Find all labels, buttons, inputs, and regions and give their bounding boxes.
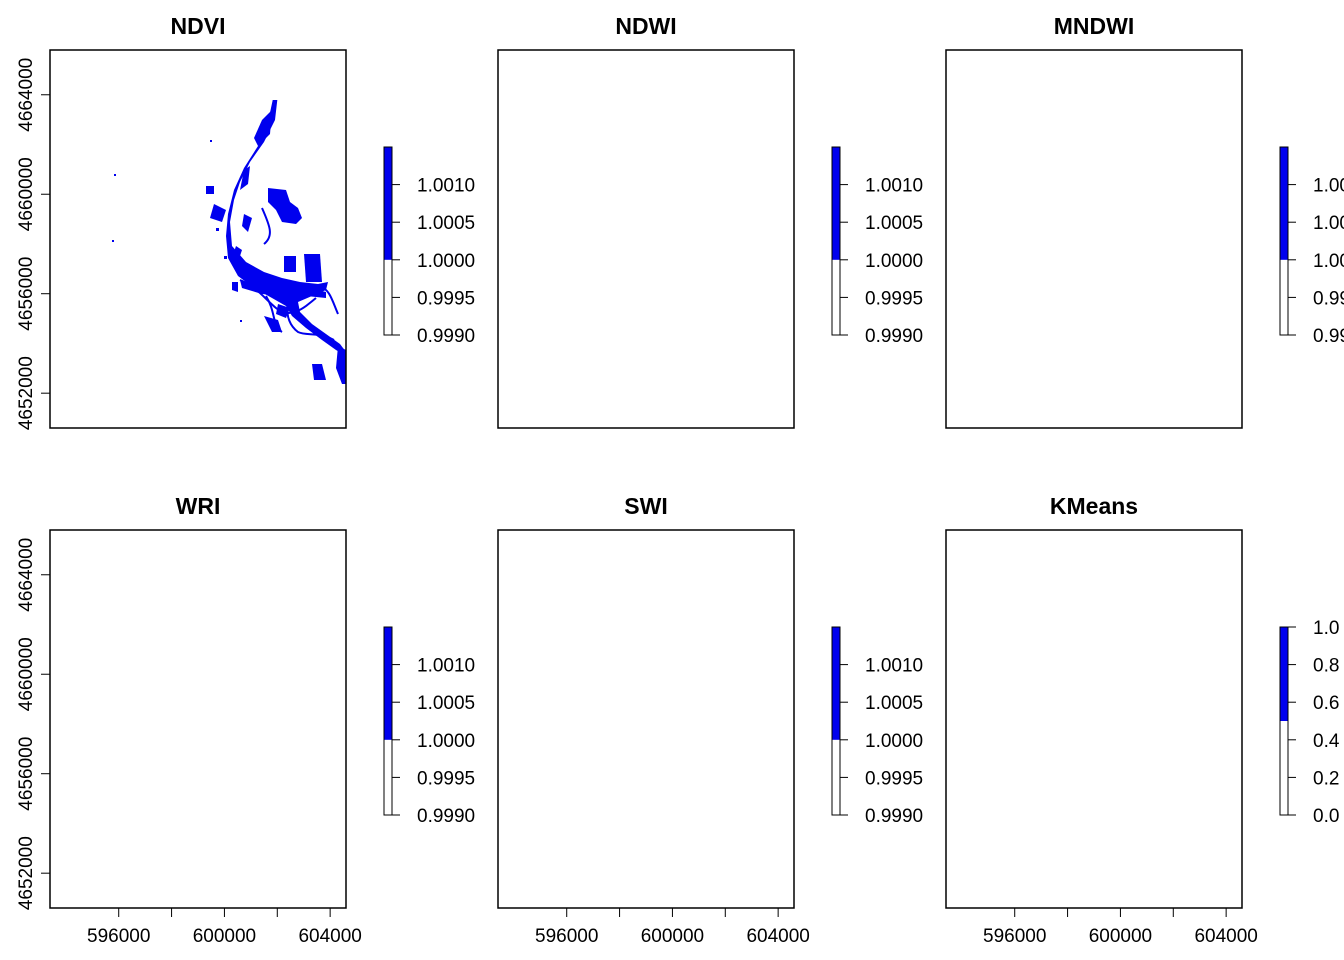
- colorbar-tick-label: 0.4: [1313, 731, 1340, 752]
- panel-frame: [497, 49, 795, 429]
- colorbar-tick-label: 1.0000: [865, 251, 923, 272]
- axes: 4652000 4656000 4660000 4664000: [16, 58, 51, 430]
- water-mask: [70, 574, 346, 864]
- cluster-mask: [950, 574, 1242, 864]
- panel-frame: [945, 529, 1243, 909]
- colorbar-tick-label: 0.9995: [417, 288, 475, 309]
- colorbar-tick-label: 1.0: [1313, 618, 1339, 639]
- colorbar-legend: 0.0 0.2 0.4 0.6 0.8 1.0: [1279, 618, 1340, 827]
- colorbar-fill: [832, 627, 840, 740]
- x-tick-label: 604000: [746, 926, 809, 947]
- colorbar-tick-label: 0.99: [1313, 288, 1344, 309]
- panel-wri: WRI: [16, 493, 475, 947]
- colorbar-tick-label: 1.0010: [417, 656, 475, 677]
- colorbar-tick-label: 1.00: [1313, 213, 1344, 234]
- y-tick-label: 4660000: [16, 637, 37, 711]
- x-tick-label: 596000: [87, 926, 150, 947]
- y-tick-label: 4664000: [16, 58, 37, 132]
- colorbar-fill: [384, 627, 392, 740]
- colorbar-tick-label: 0.9990: [865, 326, 923, 347]
- water-mask: [962, 94, 1242, 384]
- panel-swi: SWI: [497, 493, 923, 947]
- panel-kmeans: KMeans: [945, 493, 1340, 947]
- x-tick-label: 596000: [983, 926, 1046, 947]
- colorbar-tick-label: 1.0000: [417, 731, 475, 752]
- water-mask: [560, 94, 794, 384]
- colorbar-tick-label: 1.0005: [417, 693, 475, 714]
- colorbar-fill: [832, 147, 840, 260]
- colorbar-tick-label: 1.0000: [865, 731, 923, 752]
- panel-ndwi: NDWI: [497, 13, 923, 429]
- colorbar-tick-label: 0.9995: [865, 288, 923, 309]
- panel-title: SWI: [624, 493, 667, 519]
- colorbar-tick-label: 0.9995: [865, 768, 923, 789]
- colorbar-frame: [831, 626, 841, 816]
- colorbar-fill: [1280, 627, 1288, 721]
- colorbar-tick-label: 1.0005: [865, 213, 923, 234]
- panel-mndwi: MNDWI: [945, 13, 1344, 429]
- colorbar-tick-label: 0.8: [1313, 656, 1339, 677]
- x-tick-label: 600000: [1089, 926, 1152, 947]
- y-tick-label: 4656000: [16, 737, 37, 811]
- colorbar-tick-label: 0.2: [1313, 768, 1339, 789]
- colorbar-tick-label: 1.0000: [417, 251, 475, 272]
- y-tick-label: 4652000: [16, 836, 37, 910]
- colorbar-tick-label: 0.9990: [417, 326, 475, 347]
- x-tick-label: 600000: [641, 926, 704, 947]
- colorbar-tick-label: 0.0: [1313, 806, 1339, 827]
- colorbar-legend: 0.9990 0.9995 1.0000 1.0005 1.0010: [831, 626, 923, 827]
- panel-ndvi: NDVI: [16, 13, 475, 430]
- x-tick-label: 596000: [535, 926, 598, 947]
- colorbar-legend: 0.99 0.99 1.00 1.00 1.00: [1279, 146, 1344, 347]
- colorbar-legend: 0.9990 0.9995 1.0000 1.0005 1.0010: [383, 146, 475, 347]
- y-tick-label: 4652000: [16, 356, 37, 430]
- axes: 596000 600000 604000: [983, 907, 1258, 947]
- colorbar-fill: [384, 147, 392, 260]
- panel-title: NDWI: [615, 13, 676, 39]
- axes: 596000 600000 604000: [535, 907, 810, 947]
- colorbar-frame: [1279, 626, 1289, 816]
- panel-frame: [497, 529, 795, 909]
- colorbar-tick-label: 0.9990: [417, 806, 475, 827]
- panel-title: MNDWI: [1054, 13, 1134, 39]
- colorbar-tick-label: 1.00: [1313, 176, 1344, 197]
- panel-frame: [49, 529, 347, 909]
- y-tick-label: 4656000: [16, 257, 37, 331]
- colorbar-legend: 0.9990 0.9995 1.0000 1.0005 1.0010: [831, 146, 923, 347]
- panel-frame: [945, 49, 1243, 429]
- water-mask: [516, 574, 794, 864]
- water-mask: [112, 100, 346, 384]
- colorbar-frame: [383, 626, 393, 816]
- colorbar-tick-label: 1.0005: [417, 213, 475, 234]
- y-tick-label: 4660000: [16, 157, 37, 231]
- colorbar-tick-label: 1.0010: [865, 656, 923, 677]
- axes: 596000 600000 604000 4652000 4656000 4660000 4…: [16, 538, 362, 947]
- colorbar-tick-label: 1.0010: [417, 176, 475, 197]
- colorbar-tick-label: 0.9990: [865, 806, 923, 827]
- colorbar-frame: [1279, 146, 1289, 336]
- colorbar-tick-label: 0.9995: [417, 768, 475, 789]
- colorbar-tick-label: 0.6: [1313, 693, 1339, 714]
- colorbar-tick-label: 1.0010: [865, 176, 923, 197]
- y-tick-label: 4664000: [16, 538, 37, 612]
- colorbar-tick-label: 0.99: [1313, 326, 1344, 347]
- colorbar-frame: [831, 146, 841, 336]
- colorbar-tick-label: 1.0005: [865, 693, 923, 714]
- colorbar-fill: [1280, 147, 1288, 260]
- x-tick-label: 600000: [193, 926, 256, 947]
- x-tick-label: 604000: [1194, 926, 1257, 947]
- x-tick-label: 604000: [298, 926, 361, 947]
- panel-title: WRI: [176, 493, 221, 519]
- panel-frame: [49, 49, 347, 429]
- colorbar-tick-label: 1.00: [1313, 251, 1344, 272]
- colorbar-frame: [383, 146, 393, 336]
- colorbar-legend: 0.9990 0.9995 1.0000 1.0005 1.0010: [383, 626, 475, 827]
- panel-title: NDVI: [171, 13, 226, 39]
- panel-title: KMeans: [1050, 493, 1138, 519]
